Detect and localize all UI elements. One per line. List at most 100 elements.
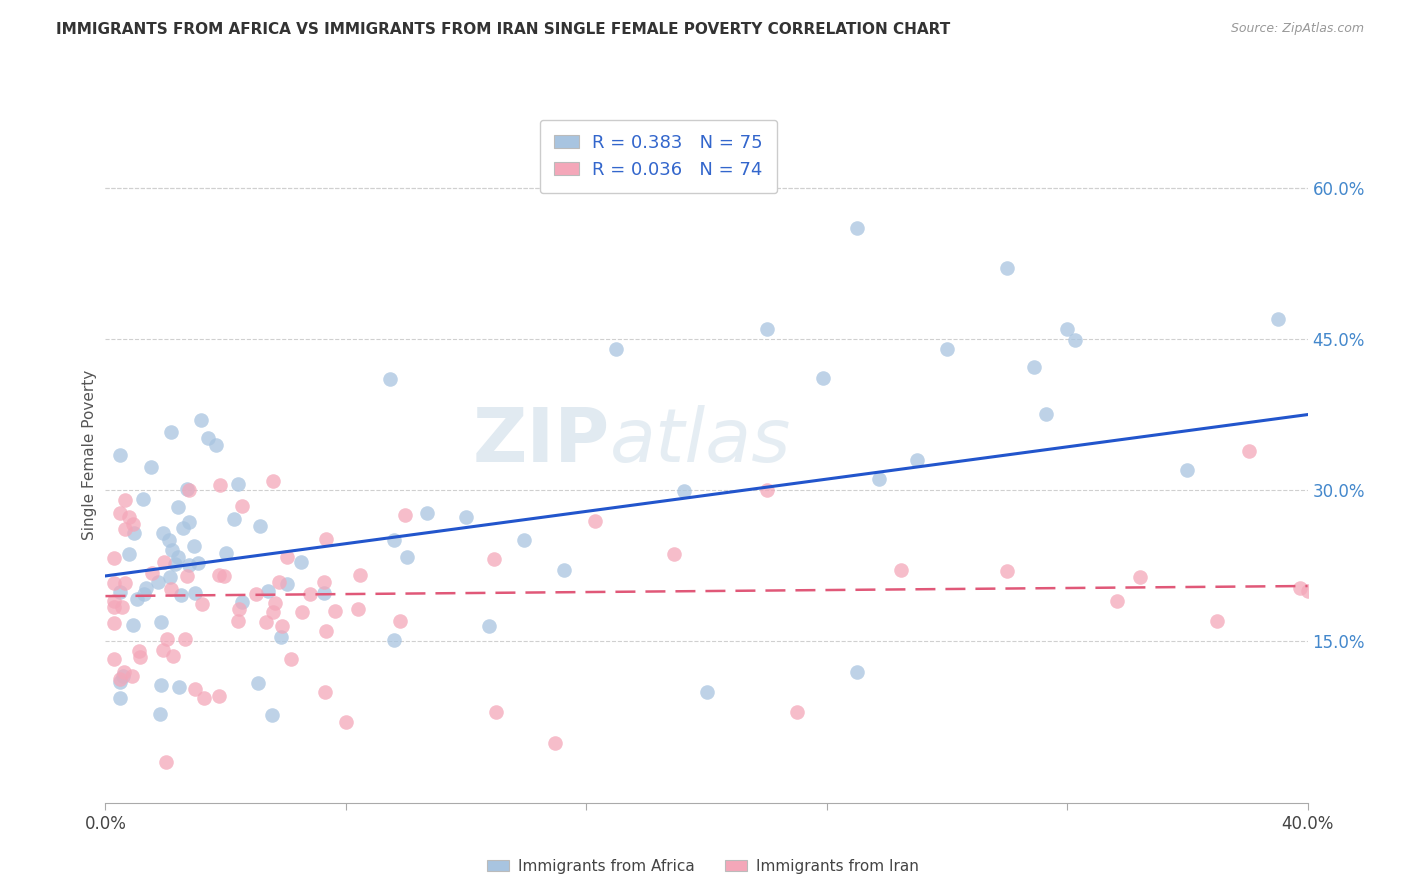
Point	[117, 510, 139, 524]
Point	[1056, 322, 1078, 336]
Point	[156, 632, 179, 646]
Point	[169, 680, 191, 694]
Point	[478, 618, 501, 632]
Point	[207, 568, 229, 582]
Point	[291, 605, 314, 619]
Text: ZIP: ZIP	[472, 404, 610, 477]
Point	[1022, 360, 1045, 375]
Point	[103, 576, 125, 591]
Point	[112, 665, 135, 679]
Point	[513, 533, 536, 547]
Point	[159, 569, 181, 583]
Point	[149, 707, 172, 722]
Point	[114, 493, 136, 508]
Point	[868, 472, 890, 486]
Point	[215, 545, 238, 559]
Point	[673, 483, 696, 498]
Point	[262, 474, 284, 488]
Point	[553, 563, 575, 577]
Point	[153, 555, 176, 569]
Point	[416, 507, 439, 521]
Point	[111, 669, 134, 683]
Y-axis label: Single Female Poverty: Single Female Poverty	[82, 370, 97, 540]
Point	[170, 588, 193, 602]
Point	[103, 652, 125, 666]
Point	[191, 597, 214, 611]
Point	[936, 342, 959, 356]
Point	[696, 685, 718, 699]
Point	[184, 682, 207, 697]
Point	[544, 736, 567, 750]
Point	[177, 516, 200, 530]
Point	[110, 448, 132, 462]
Point	[755, 483, 778, 498]
Point	[1296, 584, 1319, 599]
Point	[128, 649, 150, 664]
Point	[396, 550, 419, 565]
Point	[786, 705, 808, 719]
Point	[110, 585, 132, 599]
Point	[108, 506, 131, 520]
Point	[349, 568, 371, 582]
Point	[314, 586, 336, 600]
Point	[141, 566, 163, 580]
Point	[110, 690, 132, 705]
Point	[388, 615, 411, 629]
Point	[197, 431, 219, 445]
Point	[380, 372, 402, 386]
Point	[1289, 581, 1312, 595]
Point	[314, 685, 336, 699]
Point	[150, 615, 173, 629]
Point	[228, 602, 250, 616]
Point	[124, 525, 146, 540]
Point	[1175, 463, 1198, 477]
Point	[280, 652, 302, 666]
Point	[605, 342, 627, 356]
Point	[167, 500, 190, 514]
Point	[152, 643, 174, 657]
Point	[176, 483, 198, 497]
Point	[247, 675, 270, 690]
Text: atlas: atlas	[610, 405, 792, 477]
Point	[1206, 615, 1229, 629]
Point	[485, 705, 508, 719]
Point	[315, 533, 337, 547]
Point	[174, 632, 197, 647]
Point	[276, 577, 298, 591]
Point	[224, 511, 246, 525]
Point	[382, 632, 405, 647]
Point	[146, 574, 169, 589]
Point	[755, 322, 778, 336]
Point	[179, 483, 201, 498]
Point	[163, 558, 186, 572]
Point	[1063, 333, 1085, 347]
Point	[190, 413, 212, 427]
Point	[135, 581, 157, 595]
Point	[262, 708, 284, 723]
Point	[122, 617, 145, 632]
Point	[103, 550, 125, 565]
Point	[128, 644, 150, 658]
Point	[382, 533, 405, 548]
Point	[290, 555, 312, 569]
Point	[114, 576, 136, 591]
Text: IMMIGRANTS FROM AFRICA VS IMMIGRANTS FROM IRAN SINGLE FEMALE POVERTY CORRELATION: IMMIGRANTS FROM AFRICA VS IMMIGRANTS FRO…	[56, 22, 950, 37]
Point	[270, 630, 292, 644]
Point	[257, 584, 280, 599]
Point	[134, 587, 156, 601]
Point	[315, 624, 337, 639]
Point	[209, 478, 232, 492]
Point	[228, 614, 250, 628]
Point	[298, 587, 321, 601]
Point	[110, 674, 132, 689]
Point	[245, 587, 267, 601]
Point	[152, 525, 174, 540]
Point	[890, 563, 912, 577]
Point	[122, 517, 145, 532]
Point	[183, 585, 205, 599]
Point	[845, 221, 868, 235]
Point	[183, 539, 205, 553]
Point	[231, 499, 253, 513]
Point	[1237, 444, 1260, 458]
Point	[1035, 408, 1057, 422]
